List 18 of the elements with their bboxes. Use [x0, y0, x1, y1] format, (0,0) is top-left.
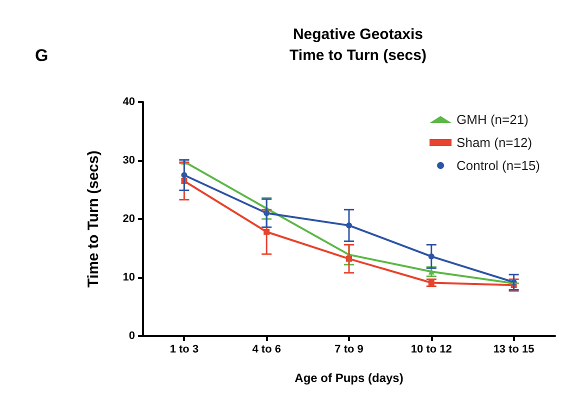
y-tick-label: 30 [122, 154, 135, 166]
legend-label: GMH (n=21) [456, 112, 528, 127]
x-tick-label: 4 to 6 [252, 344, 281, 356]
x-tick-label: 1 to 3 [170, 344, 199, 356]
y-tick-label: 40 [122, 96, 135, 108]
x-tick-label: 13 to 15 [493, 344, 534, 356]
legend-label: Control (n=15) [456, 158, 540, 173]
y-tick-label: 0 [128, 330, 135, 342]
y-axis-title: Time to Turn (secs) [85, 150, 102, 288]
legend-label: Sham (n=12) [456, 135, 532, 150]
x-tick-label: 7 to 9 [334, 344, 364, 356]
x-axis-title: Age of Pups (days) [294, 371, 404, 385]
y-tick-label: 20 [122, 213, 135, 225]
x-tick-label: 10 to 12 [410, 344, 452, 356]
chart-title: Negative Geotaxis [292, 26, 424, 43]
chart-subtitle: Time to Turn (secs) [290, 47, 426, 64]
text: G [35, 46, 48, 65]
y-tick-label: 10 [122, 272, 135, 284]
